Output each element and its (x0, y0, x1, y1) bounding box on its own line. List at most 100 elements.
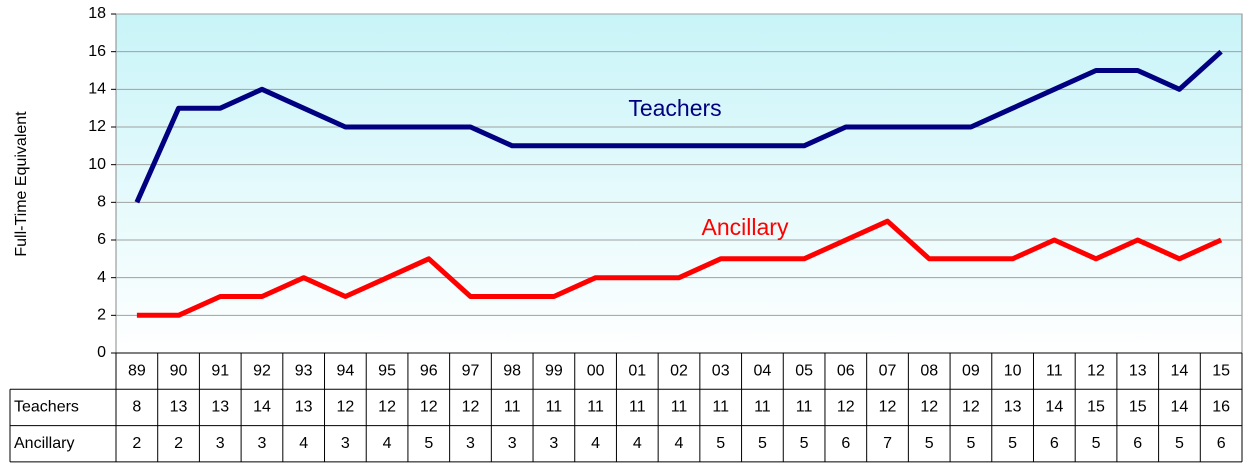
table-cell: 2 (132, 435, 141, 452)
table-cell: 3 (508, 435, 517, 452)
table-cell: 5 (800, 435, 809, 452)
series-label: Teachers (628, 95, 721, 121)
x-tick-label: 92 (253, 362, 271, 379)
x-tick-label: 00 (587, 362, 605, 379)
table-cell: 3 (216, 435, 225, 452)
table-cell: 14 (1171, 399, 1189, 416)
x-tick-label: 99 (545, 362, 563, 379)
x-tick-label: 91 (211, 362, 229, 379)
y-tick-label: 8 (97, 194, 106, 211)
x-tick-label: 95 (378, 362, 396, 379)
series-label: Ancillary (702, 214, 789, 240)
series-line (134, 49, 1223, 204)
x-tick-label: 15 (1212, 362, 1230, 379)
table-cell: 3 (549, 435, 558, 452)
table-cell: 12 (879, 399, 897, 416)
y-tick-label: 0 (97, 344, 106, 361)
x-tick-label: 07 (879, 362, 897, 379)
table-cell: 5 (716, 435, 725, 452)
table-cell: 13 (170, 399, 188, 416)
y-tick-label: 14 (88, 81, 106, 98)
x-tick-label: 06 (837, 362, 855, 379)
x-tick-label: 90 (170, 362, 188, 379)
table-cell: 4 (383, 435, 392, 452)
x-tick-label: 12 (1087, 362, 1105, 379)
table-cell: 2 (174, 435, 183, 452)
x-tick-label: 97 (462, 362, 480, 379)
table-cell: 11 (754, 399, 771, 416)
table-cell: 12 (962, 399, 980, 416)
table-row-header: Teachers (14, 399, 79, 416)
table-cell: 4 (633, 435, 642, 452)
y-tick-label: 18 (88, 5, 106, 22)
plot-area (115, 13, 1243, 354)
table-cell: 13 (1004, 399, 1022, 416)
x-tick-label: 11 (1046, 362, 1063, 379)
table-cell: 11 (546, 399, 563, 416)
x-tick-label: 10 (1004, 362, 1022, 379)
x-tick-label: 01 (628, 362, 646, 379)
table-cell: 13 (295, 399, 313, 416)
y-tick-label: 2 (97, 307, 106, 324)
table-cell: 4 (591, 435, 600, 452)
table-cell: 5 (925, 435, 934, 452)
table-cell: 3 (258, 435, 267, 452)
x-tick-label: 94 (336, 362, 354, 379)
table-cell: 11 (796, 399, 813, 416)
table-cell: 5 (1092, 435, 1101, 452)
table-cell: 11 (504, 399, 521, 416)
table-cell: 5 (424, 435, 433, 452)
series-line (136, 218, 1223, 318)
y-tick-label: 10 (88, 156, 106, 173)
x-tick-label: 96 (420, 362, 438, 379)
table-cell: 12 (920, 399, 938, 416)
x-tick-label: 03 (712, 362, 730, 379)
x-tick-label: 05 (795, 362, 813, 379)
table-cell: 11 (671, 399, 688, 416)
x-tick-label: 08 (920, 362, 938, 379)
y-axis-label: Full-Time Equivalent (13, 111, 30, 257)
x-tick-label: 02 (670, 362, 688, 379)
table-cell: 12 (462, 399, 480, 416)
y-tick-label: 4 (97, 269, 106, 286)
table-cell: 12 (378, 399, 396, 416)
table-cell: 6 (1217, 435, 1226, 452)
table-cell: 12 (336, 399, 354, 416)
table-cell: 4 (299, 435, 308, 452)
table-cell: 12 (420, 399, 438, 416)
table-cell: 11 (712, 399, 729, 416)
table-cell: 14 (253, 399, 271, 416)
table-cell: 16 (1212, 399, 1230, 416)
table-cell: 15 (1087, 399, 1105, 416)
x-tick-label: 98 (503, 362, 521, 379)
x-tick-label: 13 (1129, 362, 1147, 379)
table-cell: 6 (1050, 435, 1059, 452)
y-tick-label: 16 (88, 43, 106, 60)
table-row-header: Ancillary (14, 435, 74, 452)
table-cell: 7 (883, 435, 892, 452)
x-tick-label: 93 (295, 362, 313, 379)
table-cell: 13 (211, 399, 229, 416)
table-cell: 14 (1045, 399, 1063, 416)
x-tick-label: 89 (128, 362, 146, 379)
table-cell: 12 (837, 399, 855, 416)
table-cell: 5 (1008, 435, 1017, 452)
table-cell: 3 (466, 435, 475, 452)
table-cell: 6 (841, 435, 850, 452)
table-cell: 5 (1175, 435, 1184, 452)
table-cell: 11 (629, 399, 646, 416)
x-tick-label: 04 (754, 362, 772, 379)
y-tick-label: 12 (88, 118, 106, 135)
table-cell: 11 (587, 399, 604, 416)
x-tick-label: 09 (962, 362, 980, 379)
table-cell: 6 (1133, 435, 1142, 452)
table-cell: 4 (675, 435, 684, 452)
y-tick-label: 6 (97, 231, 106, 248)
table-cell: 15 (1129, 399, 1147, 416)
table-cell: 5 (758, 435, 767, 452)
table-cell: 5 (966, 435, 975, 452)
table-cell: 3 (341, 435, 350, 452)
x-tick-label: 14 (1171, 362, 1189, 379)
table-cell: 8 (132, 399, 141, 416)
